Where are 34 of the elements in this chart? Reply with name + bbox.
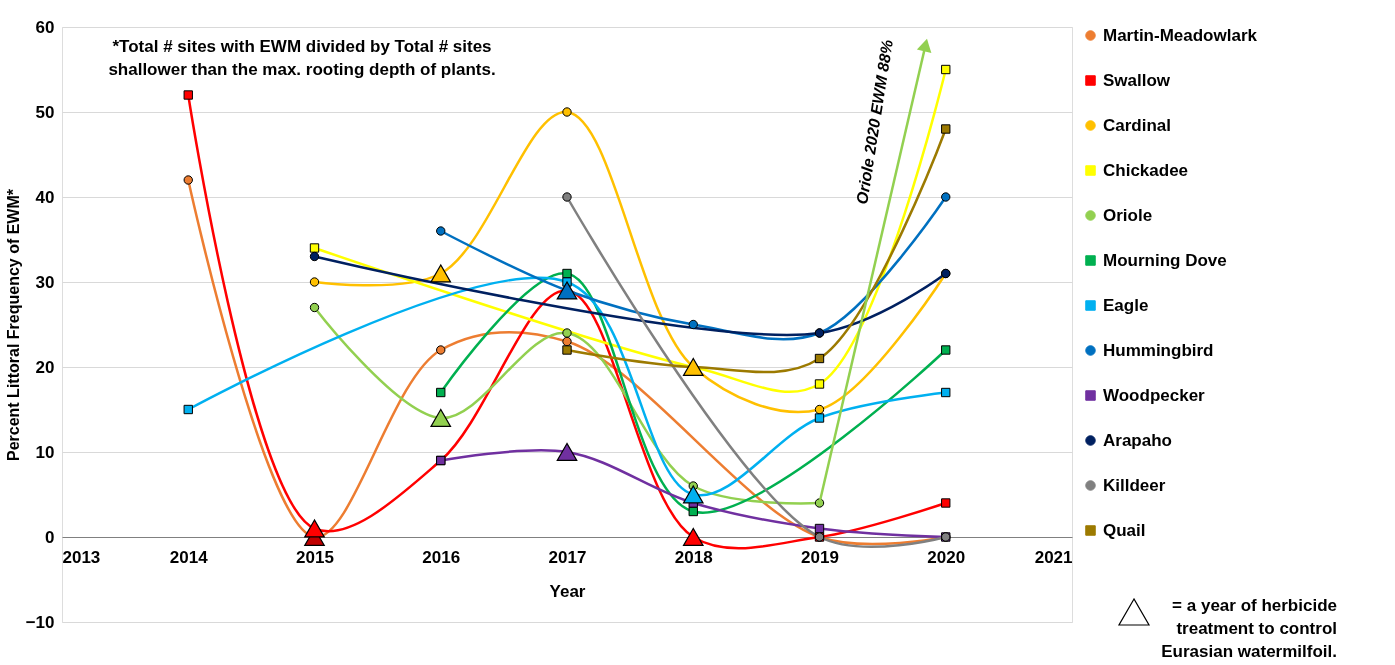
x-tick-label: 2019: [801, 547, 839, 567]
legend-label: Oriole: [1103, 205, 1153, 225]
x-tick-label: 2018: [674, 547, 713, 567]
x-tick-label: 2014: [169, 547, 209, 567]
legend-label: Arapaho: [1103, 430, 1172, 450]
legend-label: = a year of herbicide treatment to control Eurasian watermilfoil.: [1161, 596, 1337, 661]
x-tick-label: 2017: [548, 547, 587, 567]
x-tick-label: 2013: [62, 547, 101, 567]
legend-label: Killdeer: [1103, 475, 1166, 495]
x-axis-title: Year: [549, 581, 586, 601]
y-tick-label: −10: [25, 612, 55, 632]
legend-label: Martin-Meadowlark: [1103, 25, 1258, 45]
x-tick-label: 2021: [1034, 547, 1073, 567]
annotation: *Total # sites with EWM divided by Total # sites shallower than the max. rooting depth of plants.: [108, 37, 496, 79]
y-tick-label: 60: [35, 17, 55, 37]
x-tick-label: 2020: [927, 547, 966, 567]
legend-label: Cardinal: [1103, 115, 1172, 135]
y-tick-label: 10: [35, 442, 55, 462]
legend-label: Hummingbird: [1103, 340, 1214, 360]
y-tick-label: 30: [35, 272, 55, 292]
y-tick-label: 40: [35, 187, 55, 207]
y-tick-label: 0: [45, 527, 55, 547]
legend-label: Swallow: [1103, 70, 1171, 90]
y-tick-label: 50: [35, 102, 55, 122]
legend-label: Chickadee: [1103, 160, 1189, 180]
x-tick-label: 2015: [296, 547, 334, 567]
legend-label: Eagle: [1103, 295, 1149, 315]
legend-label: Mourning Dove: [1103, 250, 1227, 270]
x-tick-label: 2016: [422, 547, 461, 567]
annotation: Oriole 2020 EWM 88%: [853, 38, 896, 206]
legend-label: Quail: [1103, 520, 1146, 540]
y-axis-title: Percent Littoral Frequency of EWM*: [4, 188, 22, 462]
legend-label: Woodpecker: [1103, 385, 1206, 405]
y-tick-label: 20: [35, 357, 55, 377]
